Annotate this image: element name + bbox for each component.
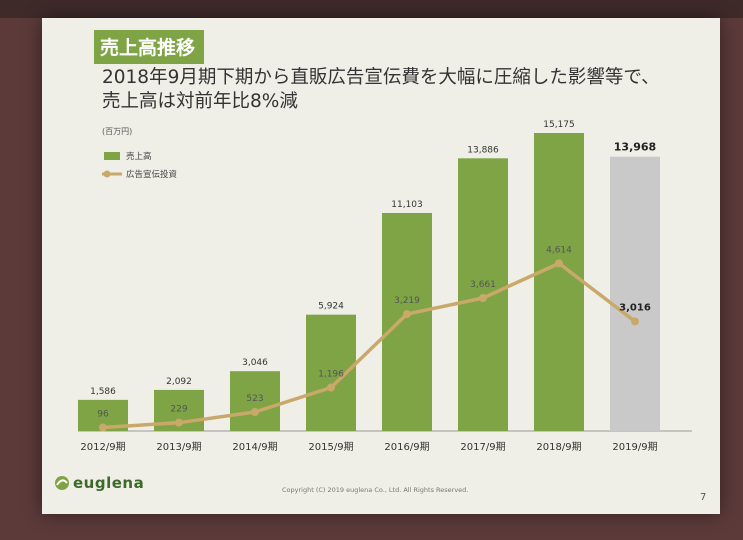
x-tick-label: 2019/9期 [612, 441, 657, 453]
line-series [99, 259, 639, 432]
x-tick-label: 2017/9期 [460, 441, 505, 453]
line-labels: 96 229 523 1,196 3,219 3,661 4,614 3,016 [97, 245, 651, 419]
x-tick-label: 2013/9期 [156, 441, 201, 453]
line-value-label: 96 [97, 410, 109, 420]
line-point [99, 423, 107, 432]
bar-value-label: 15,175 [543, 120, 575, 130]
bar-labels: 1,586 2,092 3,046 5,924 11,103 13,886 15,175 13… [90, 120, 656, 397]
line-point [631, 317, 639, 326]
slide-subtitle: 2018年9月期下期から直販広告宣伝費を大幅に圧縮した影響等で、売上高は対前年比… [102, 67, 660, 112]
line-value-label: 4,614 [546, 245, 572, 255]
bar [382, 212, 432, 431]
brand-logo: euglena [54, 474, 144, 492]
line-point [251, 407, 259, 416]
legend-line-label: 広告宣伝投資 [126, 169, 177, 180]
line-point [555, 259, 563, 268]
bar [534, 133, 584, 431]
x-tick-label: 2012/9期 [80, 441, 125, 453]
copyright-notice: Copyright (C) 2019 euglena Co., Ltd. All… [282, 486, 469, 494]
x-tick-label: 2018/9期 [536, 441, 581, 453]
line-value-label: 3,661 [470, 280, 496, 290]
line-value-label: 3,016 [619, 302, 651, 313]
unit-label: (百万円) [102, 127, 132, 136]
x-tick-labels: 2012/9期 2013/9期 2014/9期 2015/9期 2016/9期 2017/… [80, 441, 657, 453]
x-tick-label: 2014/9期 [232, 441, 277, 453]
bar-value-label: 5,924 [318, 302, 344, 312]
projection-screen-edge [0, 0, 743, 18]
bar-value-label: 11,103 [391, 200, 423, 210]
euglena-logo-icon [55, 476, 69, 490]
legend-bar-label: 売上高 [126, 151, 152, 162]
title-accent-band [94, 30, 204, 64]
line-point [479, 293, 487, 302]
bar-series [78, 133, 660, 432]
bar-value-label: 3,046 [242, 358, 268, 368]
ad-investment-line [101, 261, 637, 430]
line-value-label: 229 [170, 405, 187, 415]
bar [230, 371, 280, 431]
bar-value-label: 1,586 [90, 387, 116, 397]
line-value-label: 523 [246, 394, 263, 404]
line-value-label: 1,196 [318, 370, 344, 380]
legend-bar-swatch [104, 152, 120, 160]
page-title: 売上高推移 [100, 37, 196, 59]
legend-line-marker [103, 170, 111, 178]
line-point [327, 383, 335, 392]
line-point [175, 418, 183, 427]
brand-name: euglena [73, 474, 145, 492]
page-number: 7 [700, 492, 707, 503]
presentation-slide: 売上高推移 2018年9月期下期から直販広告宣伝費を大幅に圧縮した影響等で、売上… [42, 18, 720, 514]
bar-value-label: 13,968 [614, 141, 656, 154]
bar-value-label: 2,092 [166, 377, 192, 387]
line-point [403, 310, 411, 319]
bar-value-label: 13,886 [467, 145, 499, 155]
bar [610, 156, 660, 432]
x-tick-label: 2015/9期 [308, 441, 353, 453]
revenue-chart: (百万円) 売上高 広告宣伝投資 1,586 2,092 3,046 5,924 11,… [78, 120, 692, 453]
x-tick-label: 2016/9期 [384, 441, 429, 453]
line-value-label: 3,219 [394, 296, 420, 306]
